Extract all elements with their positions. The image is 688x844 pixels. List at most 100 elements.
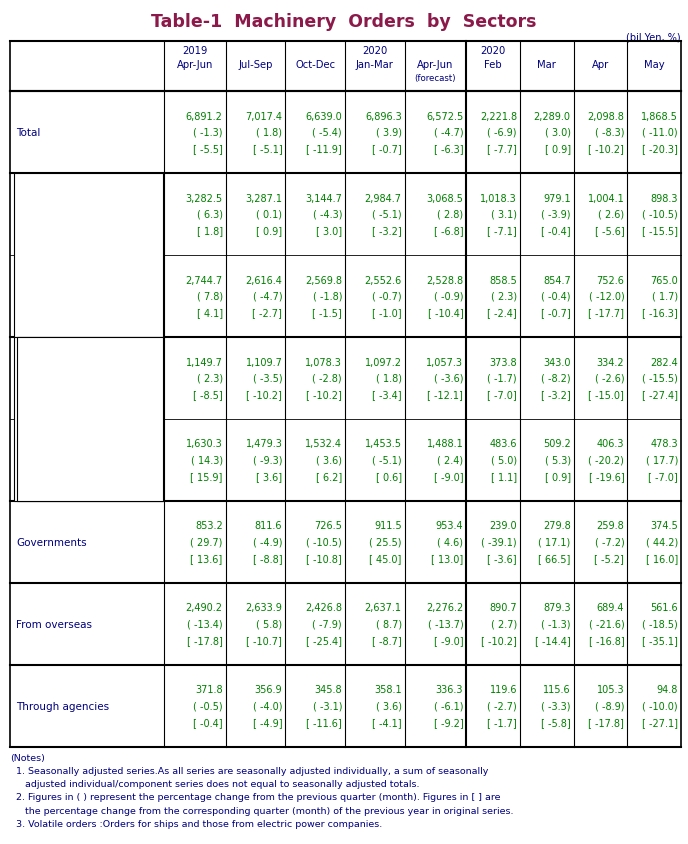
Text: Apr-Jun: Apr-Jun bbox=[418, 60, 453, 70]
Text: ( -8.2): ( -8.2) bbox=[541, 373, 570, 383]
Text: [ -5.6]: [ -5.6] bbox=[594, 226, 624, 236]
Text: ( -5.1): ( -5.1) bbox=[372, 456, 402, 465]
Text: [ -10.7]: [ -10.7] bbox=[246, 636, 282, 646]
Text: ( -0.9): ( -0.9) bbox=[433, 291, 463, 301]
Text: [ -14.4]: [ -14.4] bbox=[535, 636, 570, 646]
Text: [ -16.8]: [ -16.8] bbox=[588, 636, 624, 646]
Text: [ -1.7]: [ -1.7] bbox=[487, 717, 517, 728]
Text: 3,287.1: 3,287.1 bbox=[246, 193, 282, 203]
Text: 1,532.4: 1,532.4 bbox=[305, 439, 342, 449]
Text: ( -39.1): ( -39.1) bbox=[482, 538, 517, 547]
Text: 115.6: 115.6 bbox=[543, 684, 570, 695]
Text: Apr-Jun: Apr-Jun bbox=[177, 60, 213, 70]
Text: ( -4.7): ( -4.7) bbox=[433, 127, 463, 138]
Text: 282.4: 282.4 bbox=[650, 357, 678, 367]
Text: 2,098.8: 2,098.8 bbox=[588, 111, 624, 122]
Text: ( -13.7): ( -13.7) bbox=[427, 619, 463, 629]
Text: [ -5.5]: [ -5.5] bbox=[193, 144, 223, 154]
Text: the percentage change from the corresponding quarter (month) of the previous yea: the percentage change from the correspon… bbox=[10, 806, 513, 814]
Text: [ -0.4]: [ -0.4] bbox=[541, 226, 570, 236]
Text: ( 3.0): ( 3.0) bbox=[545, 127, 570, 138]
Text: 2,633.9: 2,633.9 bbox=[246, 603, 282, 613]
Text: ( 17.1): ( 17.1) bbox=[539, 538, 570, 547]
Text: [ -17.8]: [ -17.8] bbox=[588, 717, 624, 728]
Text: ( -3.6): ( -3.6) bbox=[433, 373, 463, 383]
Text: 561.6: 561.6 bbox=[650, 603, 678, 613]
Text: [ -7.1]: [ -7.1] bbox=[487, 226, 517, 236]
Text: [ -15.0]: [ -15.0] bbox=[588, 390, 624, 400]
Text: [ -11.6]: [ -11.6] bbox=[306, 717, 342, 728]
Text: ( -4.9): ( -4.9) bbox=[253, 538, 282, 547]
Text: [ -19.6]: [ -19.6] bbox=[588, 472, 624, 482]
Text: 726.5: 726.5 bbox=[314, 521, 342, 531]
Text: 2,490.2: 2,490.2 bbox=[186, 603, 223, 613]
Text: 1,097.2: 1,097.2 bbox=[365, 357, 402, 367]
Text: [ 13.6]: [ 13.6] bbox=[191, 554, 223, 564]
Text: [ -3.6]: [ -3.6] bbox=[487, 554, 517, 564]
Text: 1,868.5: 1,868.5 bbox=[641, 111, 678, 122]
Text: 979.1: 979.1 bbox=[543, 193, 570, 203]
Text: ( -10.5): ( -10.5) bbox=[643, 209, 678, 219]
Text: [ -10.8]: [ -10.8] bbox=[306, 554, 342, 564]
Text: [ -4.1]: [ -4.1] bbox=[372, 717, 402, 728]
Text: 509.2: 509.2 bbox=[543, 439, 570, 449]
Text: 953.4: 953.4 bbox=[436, 521, 463, 531]
Text: Jul-Sep: Jul-Sep bbox=[238, 60, 272, 70]
Text: 853.2: 853.2 bbox=[195, 521, 223, 531]
Text: 2,426.8: 2,426.8 bbox=[305, 603, 342, 613]
Text: Mar: Mar bbox=[537, 60, 556, 70]
Text: 2,637.1: 2,637.1 bbox=[365, 603, 402, 613]
Text: ( -18.5): ( -18.5) bbox=[643, 619, 678, 629]
Bar bbox=[17, 338, 163, 501]
Text: ( -15.5): ( -15.5) bbox=[642, 373, 678, 383]
Text: 2020: 2020 bbox=[480, 46, 506, 56]
Text: 1,479.3: 1,479.3 bbox=[246, 439, 282, 449]
Text: [ -7.0]: [ -7.0] bbox=[487, 390, 517, 400]
Text: [ -17.7]: [ -17.7] bbox=[588, 308, 624, 318]
Text: [ 66.5]: [ 66.5] bbox=[538, 554, 570, 564]
Text: ( 2.4): ( 2.4) bbox=[437, 456, 463, 465]
Text: 3. Volatile orders :Orders for ships and those from electric power companies.: 3. Volatile orders :Orders for ships and… bbox=[10, 819, 383, 828]
Text: [ -9.0]: [ -9.0] bbox=[433, 636, 463, 646]
Text: ( 5.8): ( 5.8) bbox=[256, 619, 282, 629]
Text: (Notes): (Notes) bbox=[10, 753, 45, 762]
Text: [ 0.6]: [ 0.6] bbox=[376, 472, 402, 482]
Text: ( 14.3): ( 14.3) bbox=[191, 456, 223, 465]
Text: 279.8: 279.8 bbox=[543, 521, 570, 531]
Text: ( 3.1): ( 3.1) bbox=[491, 209, 517, 219]
Text: ( -7.2): ( -7.2) bbox=[594, 538, 624, 547]
Text: ( -21.6): ( -21.6) bbox=[588, 619, 624, 629]
Text: ( 4.6): ( 4.6) bbox=[438, 538, 463, 547]
Text: 811.6: 811.6 bbox=[255, 521, 282, 531]
Text: ( -2.7): ( -2.7) bbox=[487, 701, 517, 711]
Bar bbox=[14, 174, 163, 338]
Text: 3,068.5: 3,068.5 bbox=[427, 193, 463, 203]
Text: ( 6.3): ( 6.3) bbox=[197, 209, 223, 219]
Text: 1,630.3: 1,630.3 bbox=[186, 439, 223, 449]
Text: [ -15.5]: [ -15.5] bbox=[642, 226, 678, 236]
Text: 2,569.8: 2,569.8 bbox=[305, 275, 342, 285]
Text: ( -8.3): ( -8.3) bbox=[595, 127, 624, 138]
Text: 890.7: 890.7 bbox=[489, 603, 517, 613]
Text: 1. Seasonally adjusted series.As all series are seasonally adjusted individually: 1. Seasonally adjusted series.As all ser… bbox=[10, 766, 488, 775]
Text: 2,984.7: 2,984.7 bbox=[365, 193, 402, 203]
Text: [ -1.0]: [ -1.0] bbox=[372, 308, 402, 318]
Text: [ -20.3]: [ -20.3] bbox=[642, 144, 678, 154]
Text: 478.3: 478.3 bbox=[650, 439, 678, 449]
Text: [ -8.8]: [ -8.8] bbox=[252, 554, 282, 564]
Text: [ -17.8]: [ -17.8] bbox=[187, 636, 223, 646]
Text: ( 0.1): ( 0.1) bbox=[257, 209, 282, 219]
Text: [ -25.4]: [ -25.4] bbox=[306, 636, 342, 646]
Text: [ -11.9]: [ -11.9] bbox=[306, 144, 342, 154]
Text: 1,149.7: 1,149.7 bbox=[186, 357, 223, 367]
Text: (exc.volatile orders ): (exc.volatile orders ) bbox=[20, 291, 128, 301]
Text: 689.4: 689.4 bbox=[596, 603, 624, 613]
Text: ( -13.4): ( -13.4) bbox=[187, 619, 223, 629]
Text: 2,616.4: 2,616.4 bbox=[246, 275, 282, 285]
Text: ( -9.3): ( -9.3) bbox=[253, 456, 282, 465]
Text: Non-manufacturing
(exc.volatile orders ): Non-manufacturing (exc.volatile orders ) bbox=[24, 449, 131, 472]
Text: [ -9.2]: [ -9.2] bbox=[433, 717, 463, 728]
Text: 105.3: 105.3 bbox=[596, 684, 624, 695]
Text: Feb: Feb bbox=[484, 60, 502, 70]
Text: [ -7.0]: [ -7.0] bbox=[648, 472, 678, 482]
